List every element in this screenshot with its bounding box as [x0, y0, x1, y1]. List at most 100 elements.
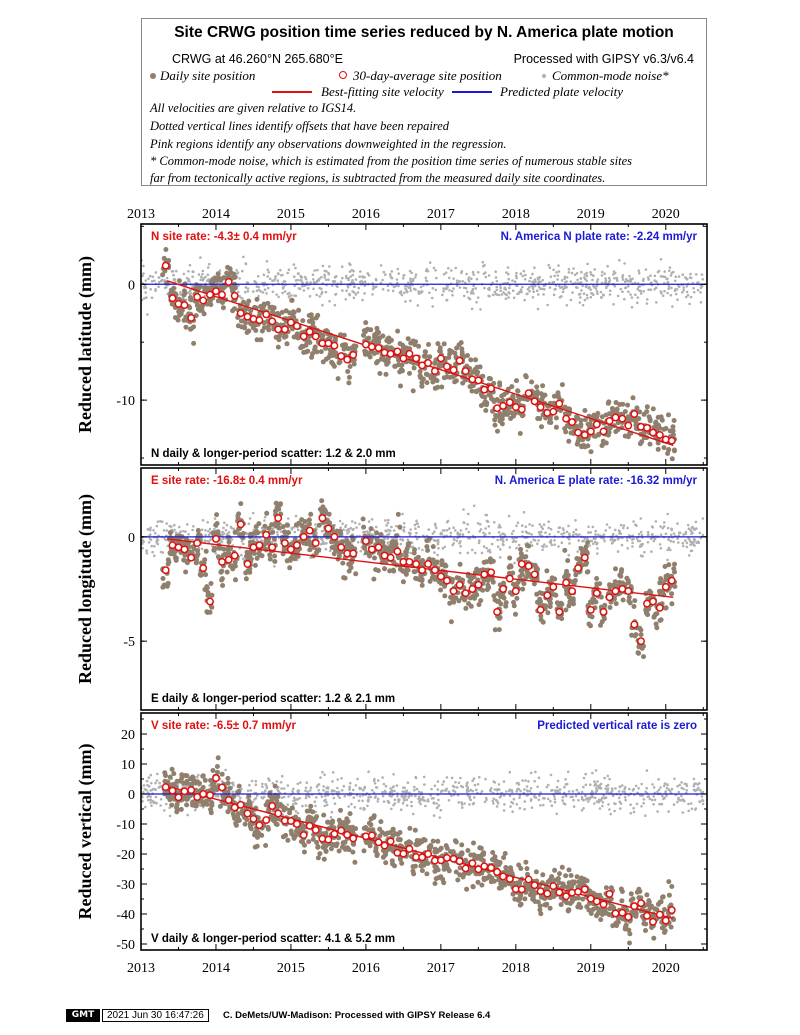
plate-line-icon	[452, 91, 492, 93]
daily-point	[492, 417, 498, 423]
daily-point	[407, 370, 412, 376]
noise-point	[322, 789, 325, 792]
noise-point	[401, 512, 404, 516]
noise-point	[593, 540, 597, 544]
daily-point	[638, 632, 644, 638]
noise-point	[538, 275, 541, 279]
noise-point	[499, 289, 503, 293]
noise-point	[154, 271, 158, 274]
daily-point	[386, 339, 392, 345]
noise-point	[141, 274, 144, 278]
noise-point	[148, 274, 152, 278]
noise-point	[241, 269, 244, 273]
noise-point	[240, 787, 243, 791]
noise-point	[589, 273, 593, 276]
daily-point	[179, 307, 185, 313]
daily-point	[567, 598, 573, 604]
avg-point	[349, 549, 358, 558]
noise-point	[631, 545, 634, 548]
noise-point	[666, 512, 669, 516]
noise-point	[517, 292, 520, 296]
daily-point	[417, 368, 423, 374]
daily-point	[442, 593, 448, 599]
note-3: Pink regions identify any observations d…	[150, 137, 507, 151]
noise-point	[266, 286, 270, 290]
noise-point	[155, 524, 159, 528]
daily-point	[201, 560, 207, 566]
noise-point	[240, 296, 243, 300]
noise-point	[335, 284, 338, 288]
daily-point	[591, 413, 597, 419]
daily-point	[535, 566, 540, 572]
daily-point	[164, 583, 170, 589]
noise-point	[560, 541, 564, 544]
noise-point	[213, 527, 216, 531]
daily-point	[405, 336, 411, 342]
daily-point	[476, 602, 482, 608]
daily-point	[375, 337, 381, 343]
noise-point	[692, 777, 696, 781]
daily-point	[626, 594, 632, 600]
noise-point	[296, 528, 300, 532]
daily-point	[224, 569, 230, 575]
noise-point	[669, 274, 673, 277]
noise-point	[663, 521, 666, 524]
avg-point	[393, 547, 402, 556]
noise-point	[604, 787, 607, 790]
noise-point	[263, 288, 267, 292]
noise-point	[321, 540, 325, 544]
avg-point	[649, 428, 657, 437]
noise-point	[460, 271, 463, 275]
noise-point	[574, 519, 577, 522]
daily-point	[395, 328, 401, 334]
noise-point	[374, 525, 378, 529]
avg-point	[374, 344, 383, 352]
noise-point	[466, 290, 469, 294]
noise-point	[415, 522, 419, 525]
noise-point	[697, 541, 701, 544]
noise-point	[617, 790, 621, 793]
daily-point	[230, 308, 236, 314]
noise-point	[485, 513, 489, 517]
daily-point	[284, 341, 290, 347]
avg-point	[330, 532, 339, 541]
noise-point	[166, 544, 170, 548]
noise-point	[692, 286, 695, 290]
daily-point	[617, 579, 622, 585]
noise-point	[387, 289, 390, 292]
noise-point	[328, 549, 332, 553]
noise-point	[646, 276, 650, 279]
daily-point	[330, 353, 335, 359]
daily-point	[256, 521, 262, 527]
avg-point	[412, 354, 421, 363]
daily-point	[467, 574, 473, 580]
daily-point	[591, 597, 597, 603]
daily-point	[565, 572, 571, 578]
avg-point	[574, 564, 583, 573]
noise-point	[498, 523, 501, 527]
daily-point	[651, 614, 657, 620]
daily-point	[507, 555, 513, 561]
noise-point	[667, 810, 670, 813]
noise-point	[640, 805, 643, 808]
noise-point	[410, 794, 414, 797]
daily-point	[594, 576, 600, 581]
noise-point	[288, 291, 291, 295]
noise-point	[611, 794, 615, 797]
noise-point	[358, 522, 361, 526]
noise-point	[242, 542, 245, 546]
noise-point	[471, 802, 475, 806]
noise-point	[519, 789, 522, 793]
daily-point	[167, 530, 173, 536]
noise-point	[223, 521, 226, 525]
noise-point	[527, 780, 530, 783]
noise-point	[331, 279, 335, 283]
noise-point	[609, 538, 612, 542]
daily-point	[313, 315, 319, 321]
noise-point	[699, 788, 702, 792]
noise-point	[494, 270, 498, 274]
noise-point	[616, 537, 620, 540]
noise-point	[499, 286, 502, 290]
noise-point	[672, 270, 675, 274]
noise-point	[457, 801, 461, 804]
